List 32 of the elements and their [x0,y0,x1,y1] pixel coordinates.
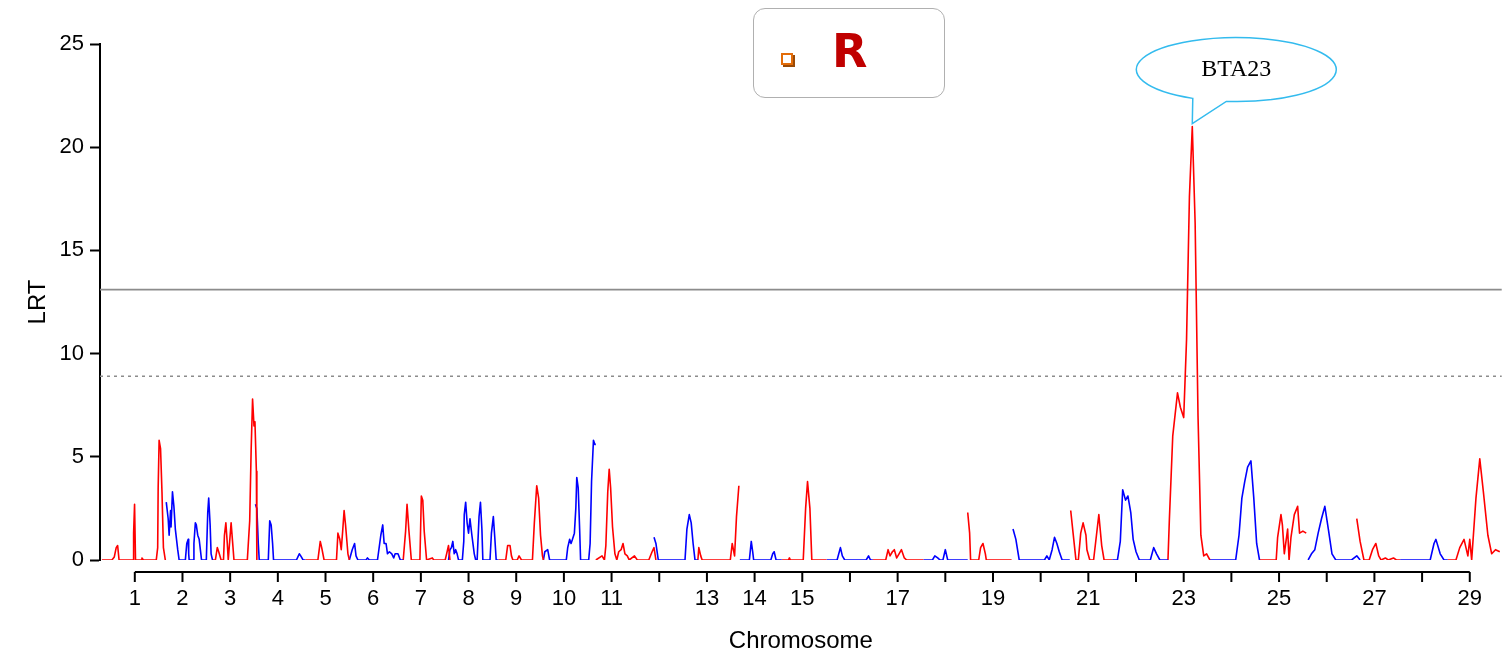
x-tick-label: 5 [319,585,332,611]
text-box: R [753,8,945,98]
x-tick-label: 14 [742,585,767,611]
y-tick-label: 15 [59,236,84,262]
x-tick-label: 8 [462,585,475,611]
x-tick-label: 6 [367,585,380,611]
x-tick-label: 3 [224,585,237,611]
y-tick-label: 0 [71,546,84,572]
x-tick-label: 21 [1076,585,1101,611]
annotation: R [832,24,868,78]
x-tick-label: 11 [600,585,623,611]
x-tick-label: 13 [694,585,720,611]
y-axis-title: LRT [23,279,51,325]
x-tick-label: 4 [271,585,284,611]
x-axis-title: Chromosome [728,626,873,654]
y-tick-label: 20 [59,133,84,159]
x-tick-label: 9 [510,585,523,611]
y-tick-label: 5 [71,442,84,468]
x-tick-label: 25 [1266,585,1292,611]
y-tick-label: 25 [59,30,84,56]
x-tick-label: 2 [176,585,189,611]
x-tick-label: 19 [980,585,1006,611]
x-tick-label: 29 [1457,585,1483,611]
x-tick-label: 17 [885,585,910,611]
x-tick-label: 27 [1362,585,1387,611]
x-tick-label: 7 [414,585,427,611]
x-tick-label: 1 [128,585,141,611]
annotation: BTA23 [1201,54,1272,81]
x-tick-label: 10 [551,585,577,611]
y-tick-label: 10 [59,339,84,365]
x-tick-label: 15 [790,585,815,611]
x-tick-label: 23 [1171,585,1196,611]
